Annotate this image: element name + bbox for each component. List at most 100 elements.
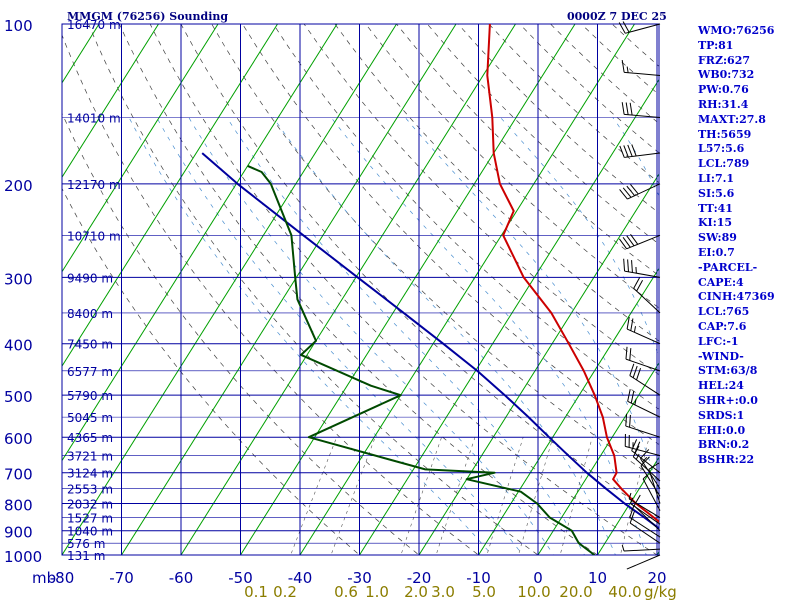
isotherm-line: [299, 24, 635, 555]
mixing-ratio-line: [435, 437, 476, 555]
isotherm-line: [62, 24, 219, 273]
wind-barb-flag: [627, 144, 633, 157]
wind-barb-flag: [630, 184, 639, 195]
wind-barb-staff: [626, 554, 661, 570]
wind-barb: [629, 505, 661, 538]
height-label: 7450 m: [67, 338, 113, 352]
dry-adiabat-line: [303, 24, 659, 376]
wind-barb: [629, 363, 661, 396]
wind-barb-flag: [625, 346, 628, 360]
wind-barb-flag: [621, 102, 625, 115]
mixing-ratio-label: 5.0: [472, 583, 496, 600]
wind-barb-staff: [627, 183, 661, 200]
wind-barb: [627, 389, 661, 418]
pressure-tick-label: 300: [4, 270, 33, 288]
plot-frame: [61, 23, 660, 556]
isotherm-line: [478, 267, 659, 555]
wind-barb-flag: [621, 60, 625, 73]
temperature-tick-label: -60: [169, 569, 194, 587]
wind-barb-flag: [631, 260, 633, 273]
wind-barb-staff: [631, 450, 661, 474]
pressure-tick-label: 400: [4, 337, 33, 355]
stat-line: RH:31.4: [698, 97, 749, 111]
wind-barb-staff: [624, 71, 661, 76]
mixing-ratio-label: 40.0: [608, 583, 641, 600]
wind-barb-flag: [633, 494, 641, 506]
height-label: 5045 m: [67, 411, 113, 425]
isotherm-line: [121, 24, 457, 555]
wind-barb-staff: [629, 522, 661, 544]
wind-barb-flag: [618, 22, 626, 34]
mixing-ratio-label: 20.0: [559, 583, 592, 600]
wind-barb-flag: [629, 348, 632, 361]
isotherm-line: [359, 78, 659, 555]
height-label: 8400 m: [67, 307, 113, 321]
height-label: 1040 m: [67, 525, 113, 539]
temperature-tick-label: -70: [109, 569, 134, 587]
grid-layer: [61, 23, 660, 556]
time-stamp: 0000Z 7 DEC 25: [567, 10, 667, 23]
wind-barb: [621, 102, 661, 119]
wind-barb-flag: [626, 185, 636, 196]
height-label: 3721 m: [67, 450, 113, 464]
dry-adiabat-line: [62, 112, 420, 555]
dry-adiabat-line: [149, 24, 658, 555]
temperature-tick-label: -30: [347, 569, 372, 587]
moist-adiabat-line: [156, 117, 524, 555]
wind-barb-flag: [627, 259, 629, 272]
wind-barb-flag: [623, 145, 629, 158]
stat-line: TP:81: [698, 38, 734, 52]
wind-barb-staff: [625, 445, 661, 457]
wind-barb-flag: [633, 277, 641, 289]
mixing-ratio-line: [290, 437, 337, 555]
mixing-ratio-unit: g/kg: [644, 583, 677, 600]
wind-barb: [618, 21, 661, 34]
stat-line: EI:0.7: [698, 245, 735, 259]
wind-barb: [621, 60, 661, 76]
stat-line: SW:89: [698, 231, 737, 245]
wind-barb-staff: [627, 400, 661, 418]
wind-barb-staff: [639, 458, 661, 489]
isotherm-line: [240, 24, 576, 555]
wind-barb: [624, 433, 661, 457]
pressure-tick-label: 900: [4, 524, 33, 542]
wind-barb: [623, 258, 661, 278]
mixing-ratio-label: 0.6: [334, 583, 358, 600]
stat-line: TH:5659: [698, 127, 752, 141]
dry-adiabat-line: [88, 24, 539, 555]
wind-barb: [628, 492, 661, 518]
stat-line: WMO:76256: [698, 24, 775, 37]
dry-adiabat-line: [62, 187, 361, 555]
stat-line: FRZ:627: [698, 53, 751, 67]
height-label: 131 m: [67, 549, 105, 563]
wind-barb-half-flag: [633, 326, 636, 333]
wind-barb-staff: [628, 498, 661, 518]
isotherm-line: [62, 24, 159, 179]
pressure-tick-label: 700: [4, 466, 33, 484]
wind-barb-half-flag: [642, 456, 648, 463]
wind-barb-staff: [624, 548, 661, 552]
height-label: 2553 m: [67, 483, 113, 497]
wind-barb-flag: [627, 389, 631, 402]
stat-line: BRN:0.2: [698, 438, 750, 452]
wind-barb-staff: [625, 23, 661, 34]
wind-barb-half-flag: [626, 66, 629, 73]
height-label: 14010 m: [67, 112, 121, 126]
stat-line: MAXT:27.8: [698, 112, 766, 126]
mixing-ratio-line: [330, 437, 376, 555]
height-label: 3124 m: [67, 467, 113, 481]
temperature-tick-label: -80: [50, 569, 75, 587]
stat-line: -WIND-: [698, 349, 744, 363]
temperature-tick-label: -20: [407, 569, 432, 587]
wind-barb-flag: [622, 21, 630, 33]
stats-panel: WMO:76256 TP:81 FRZ:627 WB0:732 PW:0.76 RH:31…: [698, 24, 800, 468]
mixing-ratio-line: [620, 437, 650, 555]
mixing-ratio-label: 0.2: [273, 583, 297, 600]
isotherm-line: [62, 24, 338, 462]
wind-barb: [621, 544, 661, 552]
wind-barb-half-flag: [634, 398, 637, 405]
stat-line: LCL:789: [698, 157, 750, 171]
wind-barb: [619, 144, 661, 158]
wind-barb-staff: [630, 503, 661, 525]
